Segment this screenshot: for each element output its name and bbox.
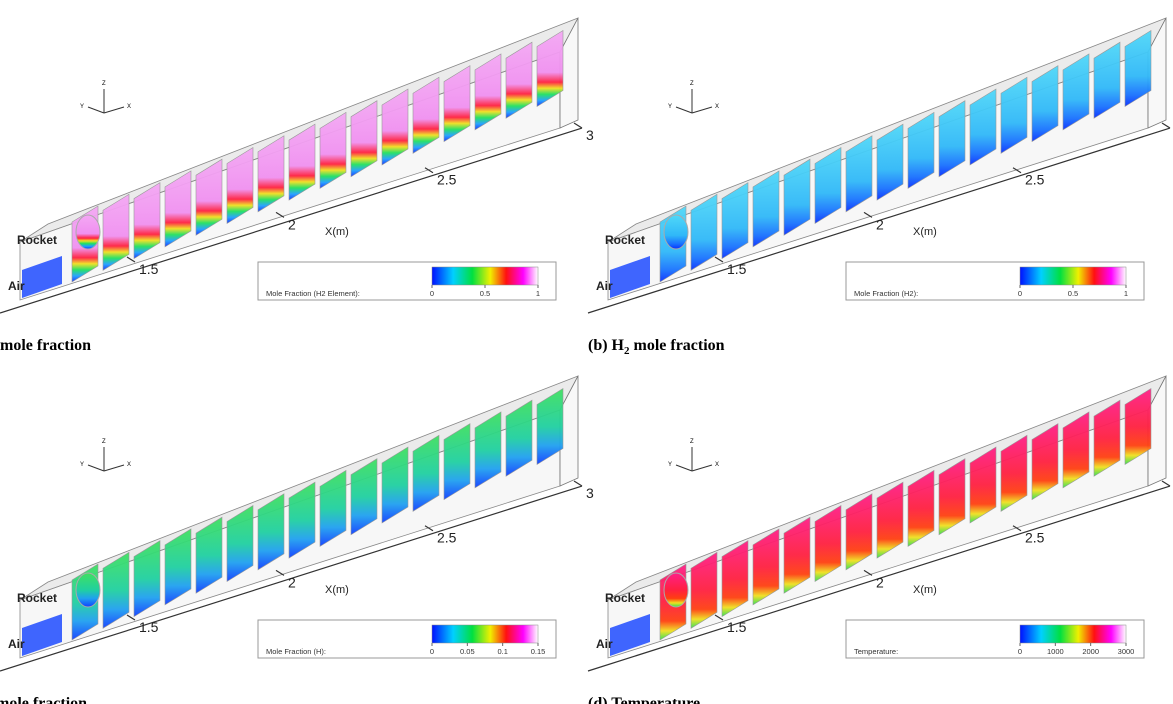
colorbar-tick-label: 1 bbox=[536, 289, 540, 298]
air-label: Air bbox=[596, 637, 613, 651]
rocket-label: Rocket bbox=[17, 591, 57, 605]
colorbar-tick-label: 0.1 bbox=[497, 647, 507, 656]
axis-tick-label: 2.5 bbox=[1025, 530, 1045, 546]
air-label: Air bbox=[596, 279, 613, 293]
axis-tick-label: 2.5 bbox=[1025, 172, 1045, 188]
triad-label: Z bbox=[690, 81, 694, 87]
axis-title: X(m) bbox=[913, 226, 937, 238]
colorbar-tick-label: 0 bbox=[430, 647, 434, 656]
colorbar bbox=[432, 625, 538, 643]
axis-tick-label: 2 bbox=[288, 574, 296, 590]
caption: mole fraction bbox=[0, 337, 91, 354]
colorbar bbox=[432, 267, 538, 285]
axis-title: X(m) bbox=[325, 584, 349, 596]
colorbar bbox=[1020, 267, 1126, 285]
colorbar-tick-label: 1000 bbox=[1047, 647, 1064, 656]
axis-title: X(m) bbox=[325, 226, 349, 238]
triad-label: X bbox=[715, 104, 719, 110]
axis-tick-label: 1.5 bbox=[727, 261, 747, 277]
caption-text: (d) Temperature bbox=[588, 695, 700, 704]
colorbar-tick-label: 0.5 bbox=[1068, 289, 1078, 298]
air-label: Air bbox=[8, 637, 25, 651]
colorbar-label: Temperature: bbox=[854, 647, 898, 656]
colorbar-tick-label: 0.15 bbox=[531, 647, 546, 656]
colorbar-tick-label: 0 bbox=[430, 289, 434, 298]
axis-tick-label: 1.5 bbox=[727, 619, 747, 635]
triad-label: Y bbox=[668, 462, 672, 468]
caption: (d) Temperature bbox=[588, 695, 700, 704]
colorbar-label: Mole Fraction (H): bbox=[266, 647, 326, 656]
triad-label: Y bbox=[80, 104, 84, 110]
colorbar-tick-label: 3000 bbox=[1118, 647, 1135, 656]
caption-text: mole fraction bbox=[630, 337, 725, 354]
air-label: Air bbox=[8, 279, 25, 293]
rocket-label: Rocket bbox=[605, 591, 645, 605]
colorbar bbox=[1020, 625, 1126, 643]
triad-label: Z bbox=[102, 439, 106, 445]
colorbar-label: Mole Fraction (H2 Element): bbox=[266, 289, 360, 298]
rocket-label: Rocket bbox=[17, 233, 57, 247]
triad-label: Z bbox=[690, 439, 694, 445]
caption: mole fraction bbox=[0, 695, 87, 704]
triad-label: Y bbox=[668, 104, 672, 110]
colorbar-tick-label: 1 bbox=[1124, 289, 1128, 298]
colorbar-tick-label: 0 bbox=[1018, 647, 1022, 656]
axis-tick-label: 1.5 bbox=[139, 619, 159, 635]
triad-label: X bbox=[127, 104, 131, 110]
axis-tick-label: 2 bbox=[288, 216, 296, 232]
triad-label: X bbox=[127, 462, 131, 468]
triad-label: Z bbox=[102, 81, 106, 87]
axis-tick-label: 1.5 bbox=[139, 261, 159, 277]
rocket-inlet bbox=[664, 215, 688, 249]
colorbar-tick-label: 0.5 bbox=[480, 289, 490, 298]
rocket-label: Rocket bbox=[605, 233, 645, 247]
rocket-inlet bbox=[664, 573, 688, 607]
figure: 1.5 2 2.5 3 X(m) Rocket Air Z Y X Mole Fraction (H… bbox=[0, 0, 1173, 704]
triad-label: Y bbox=[80, 462, 84, 468]
colorbar-label: Mole Fraction (H2): bbox=[854, 289, 918, 298]
triad-label: X bbox=[715, 462, 719, 468]
axis-title: X(m) bbox=[913, 584, 937, 596]
axis-tick-label: 3 bbox=[586, 485, 594, 501]
colorbar-tick-label: 0.05 bbox=[460, 647, 475, 656]
caption-text: mole fraction bbox=[0, 695, 87, 704]
axis-tick-label: 2 bbox=[876, 574, 884, 590]
axis-tick-label: 3 bbox=[586, 127, 594, 143]
caption-text: mole fraction bbox=[0, 337, 91, 354]
axis-tick-label: 2 bbox=[876, 216, 884, 232]
rocket-inlet bbox=[76, 215, 100, 249]
axis-tick-label: 2.5 bbox=[437, 530, 457, 546]
caption-text: (b) H bbox=[588, 337, 625, 354]
axis-tick-label: 2.5 bbox=[437, 172, 457, 188]
colorbar-tick-label: 2000 bbox=[1082, 647, 1099, 656]
colorbar-tick-label: 0 bbox=[1018, 289, 1022, 298]
rocket-inlet bbox=[76, 573, 100, 607]
